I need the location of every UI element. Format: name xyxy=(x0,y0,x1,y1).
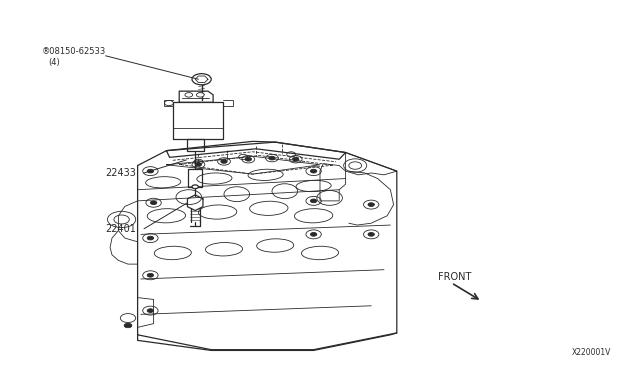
Text: X220001V: X220001V xyxy=(572,348,611,357)
Circle shape xyxy=(124,323,132,328)
Text: 22433: 22433 xyxy=(106,168,136,178)
Circle shape xyxy=(147,169,154,173)
Circle shape xyxy=(195,163,202,166)
Circle shape xyxy=(147,236,154,240)
Text: ®08150-62533: ®08150-62533 xyxy=(42,47,106,56)
Circle shape xyxy=(192,185,198,189)
Circle shape xyxy=(196,93,204,97)
Circle shape xyxy=(245,157,252,161)
Text: FRONT: FRONT xyxy=(438,272,472,282)
Circle shape xyxy=(310,199,317,203)
Circle shape xyxy=(310,232,317,236)
Circle shape xyxy=(147,273,154,277)
Circle shape xyxy=(147,309,154,312)
Circle shape xyxy=(221,160,227,163)
Circle shape xyxy=(269,156,275,160)
Circle shape xyxy=(310,169,317,173)
Text: (4): (4) xyxy=(48,58,60,67)
Circle shape xyxy=(368,203,374,206)
Circle shape xyxy=(150,201,157,205)
Circle shape xyxy=(292,157,299,161)
Circle shape xyxy=(185,93,193,97)
Circle shape xyxy=(368,232,374,236)
Text: 22401: 22401 xyxy=(106,224,136,234)
